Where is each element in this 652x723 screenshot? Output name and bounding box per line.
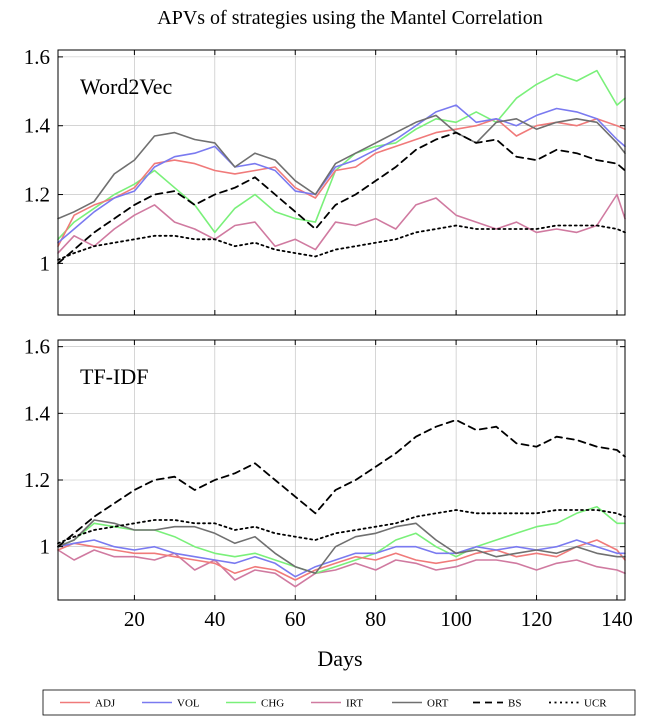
series-line-bs <box>57 419 626 548</box>
x-tick-label: 140 <box>601 607 633 631</box>
plot-frame <box>57 339 626 601</box>
chart-title: APVs of strategies using the Mantel Corr… <box>157 7 543 29</box>
x-tick-label: 20 <box>124 607 145 631</box>
x-tick-label: 80 <box>365 607 386 631</box>
y-tick-label: 1.4 <box>24 401 51 425</box>
y-tick-label: 1.2 <box>24 183 50 207</box>
series-line-chg <box>57 69 626 241</box>
x-axis-label: Days <box>317 646 362 671</box>
legend-label-bs: BS <box>508 698 521 710</box>
x-tick-label: 40 <box>204 607 225 631</box>
y-tick-label: 1 <box>40 535 51 559</box>
legend-label-irt: IRT <box>346 698 363 710</box>
plot-frame <box>57 49 626 316</box>
x-tick-label: 120 <box>521 607 553 631</box>
y-tick-label: 1.6 <box>24 45 50 69</box>
series-line-adj <box>57 118 626 247</box>
legend-label-vol: VOL <box>177 698 200 710</box>
legend-label-adj: ADJ <box>95 698 116 710</box>
panel-word2vec: 1 1.2 1.4 1.6 Word2Vec <box>24 45 626 316</box>
legend-label-ort: ORT <box>427 698 449 710</box>
series-line-irt <box>57 549 626 588</box>
series-line-bs <box>57 131 626 265</box>
legend-label-ucr: UCR <box>584 698 607 710</box>
series-line-irt <box>57 193 626 254</box>
series-line-adj <box>57 539 626 581</box>
x-tick-label: 100 <box>440 607 472 631</box>
y-tick-label: 1.6 <box>24 335 50 359</box>
series-line-ucr <box>57 224 626 261</box>
y-tick-label: 1.4 <box>24 114 51 138</box>
series-line-ucr <box>57 509 626 545</box>
series-line-chg <box>57 505 626 575</box>
series-line-ort <box>57 519 626 575</box>
series-line-ort <box>57 114 626 220</box>
x-tick-label: 60 <box>285 607 306 631</box>
legend-label-chg: CHG <box>261 698 284 710</box>
panel-label: TF-IDF <box>80 364 148 389</box>
y-tick-label: 1.2 <box>24 468 50 492</box>
legend: ADJ VOL CHG IRT ORT BS UCR <box>42 689 636 716</box>
series-line-vol <box>57 539 626 578</box>
series-line-vol <box>57 104 626 244</box>
y-tick-label: 1 <box>40 251 51 275</box>
panel-tf-idf: 1 1.2 1.4 1.6 20 40 60 80 100 120 140 TF-IDF <box>24 335 633 631</box>
panel-label: Word2Vec <box>80 74 173 99</box>
